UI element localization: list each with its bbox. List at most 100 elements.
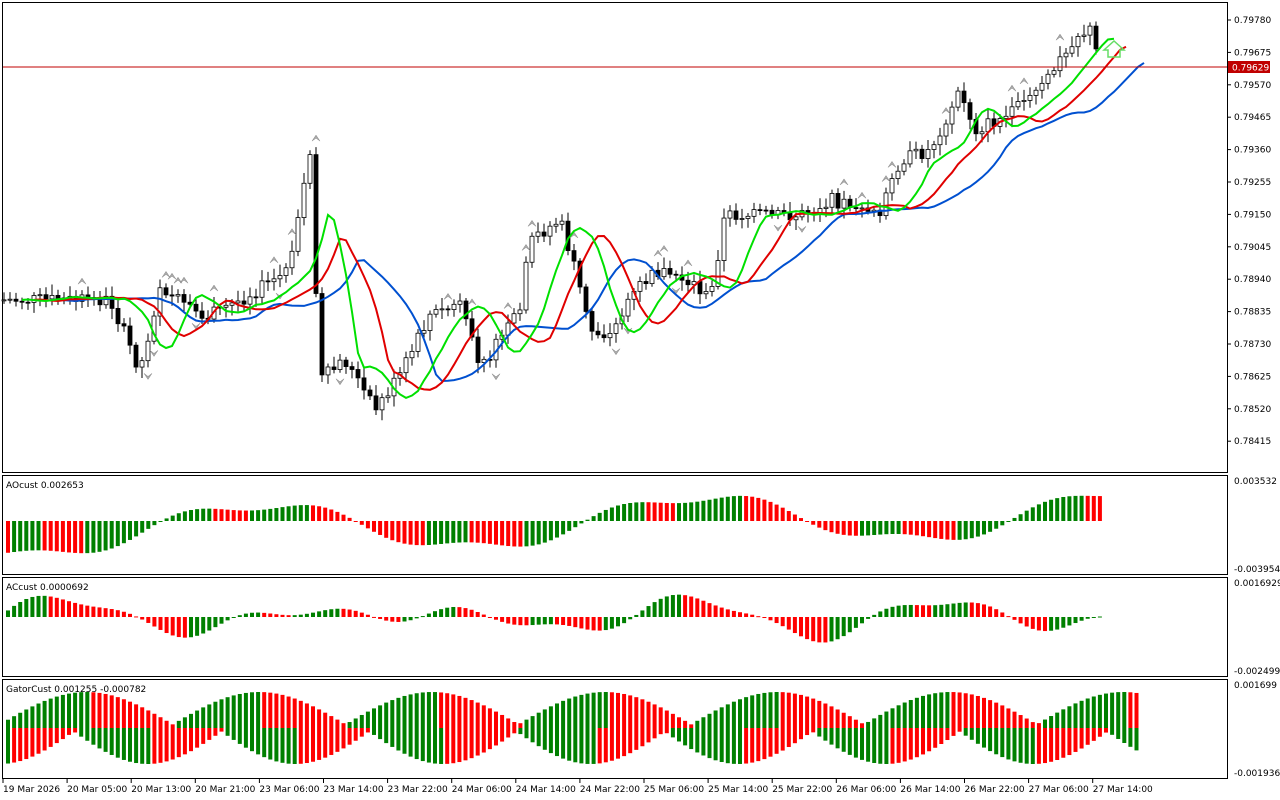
- ac-bar: [182, 617, 187, 638]
- gator-lower-bar: [213, 728, 218, 736]
- gator-lower-bar: [799, 728, 803, 740]
- ac-bar: [311, 612, 315, 617]
- gator-upper-bar: [207, 704, 212, 728]
- ac-bar: [524, 617, 529, 626]
- price-tick-label: 0.78940: [1234, 275, 1271, 285]
- gator-lower-bar: [963, 728, 968, 736]
- gator-upper-bar: [237, 693, 242, 728]
- ac-panel[interactable]: ACcust 0.0000692 0.0016929 -0.0024995: [2, 577, 1280, 678]
- gator-upper-bar: [1000, 705, 1005, 728]
- gator-lower-bar: [298, 728, 303, 764]
- candle-body: [793, 216, 799, 221]
- ac-bar: [231, 617, 236, 618]
- gator-lower-bar: [231, 728, 236, 740]
- gator-upper-bar: [689, 724, 694, 728]
- ao-bar: [561, 521, 566, 535]
- ao-bar: [670, 503, 675, 521]
- ac-bar: [829, 617, 834, 642]
- candle-body: [259, 280, 265, 298]
- ao-bar: [12, 521, 17, 553]
- ac-bar: [1018, 617, 1023, 624]
- gator-upper-bar: [317, 709, 322, 728]
- ao-bar: [914, 521, 919, 536]
- ac-bar: [189, 617, 193, 638]
- ao-bar: [878, 521, 883, 535]
- candlesticks: [1, 21, 1099, 421]
- ac-axis-min: -0.0024995: [1234, 667, 1280, 677]
- gator-lower-bar: [914, 728, 919, 758]
- ao-bar: [97, 521, 102, 552]
- ac-bar: [914, 605, 919, 617]
- gator-upper-bar: [1085, 698, 1090, 728]
- up-arrow-icon: [1102, 39, 1126, 58]
- gator-upper-bar: [738, 699, 742, 728]
- candle-body: [1027, 94, 1033, 101]
- candle-body: [745, 215, 751, 219]
- ac-bar: [707, 603, 712, 617]
- ac-bar: [860, 617, 864, 624]
- gator-lower-bar: [921, 728, 925, 755]
- ao-bar: [1097, 496, 1102, 521]
- price-panel[interactable]: 0.79780 0.79675 0.79570 0.79465 0.79360 0.792…: [1, 2, 1271, 473]
- gator-lower-bar: [506, 728, 511, 738]
- gator-upper-bar: [506, 718, 511, 728]
- gator-lower-bar: [890, 728, 895, 764]
- gator-lower-bar: [1006, 728, 1011, 760]
- gator-upper-bar: [536, 712, 541, 728]
- ac-bar: [506, 617, 511, 624]
- ao-panel[interactable]: AOcust 0.002653 0.003532 -0.003954: [2, 475, 1280, 576]
- gator-lower-bar: [860, 728, 864, 760]
- ac-bar: [158, 617, 163, 630]
- gator-lower-bar: [494, 728, 498, 746]
- candle-body: [757, 209, 763, 212]
- ao-bar: [1012, 517, 1017, 521]
- ac-bar: [792, 617, 797, 634]
- gator-lower-bar: [42, 728, 47, 751]
- candle-body: [931, 144, 937, 150]
- gator-upper-bar: [890, 708, 895, 728]
- fractal-arrow-icon: [683, 259, 693, 267]
- gator-panel[interactable]: GatorCust 0.001255 -0.000782 0.001699 -0…: [2, 679, 1280, 780]
- gator-upper-bar: [591, 692, 596, 728]
- candle-body: [895, 170, 901, 179]
- gator-lower-bar: [1000, 728, 1005, 758]
- ac-bar: [323, 610, 328, 617]
- ao-bar: [573, 521, 578, 528]
- gator-lower-bar: [268, 728, 273, 760]
- ao-bar: [85, 521, 90, 554]
- ac-bar: [866, 617, 871, 619]
- gator-upper-bar: [201, 707, 206, 728]
- candle-body: [325, 366, 331, 376]
- ac-bar: [121, 611, 126, 617]
- candle-body: [127, 325, 133, 346]
- gator-lower-bar: [555, 728, 559, 757]
- ao-bar: [54, 521, 59, 552]
- ao-bar: [304, 505, 309, 521]
- ac-bar: [146, 617, 151, 623]
- candle-body: [241, 300, 247, 305]
- gator-lower-bar: [445, 728, 450, 764]
- gator-lower-bar: [189, 728, 193, 752]
- gator-upper-bar: [719, 707, 724, 728]
- gator-upper-bar: [707, 713, 712, 728]
- gator-upper-bar: [1116, 692, 1121, 728]
- gator-lower-bar: [866, 728, 871, 762]
- ac-bar: [817, 617, 822, 643]
- price-tick-label: 0.79675: [1234, 48, 1271, 58]
- candle-body: [181, 294, 187, 303]
- ac-bar: [768, 617, 773, 621]
- gator-upper-bar: [988, 700, 993, 728]
- ao-bar: [555, 521, 559, 538]
- ao-bar: [115, 521, 120, 547]
- ao-bar: [683, 502, 688, 521]
- ao-bar: [24, 521, 29, 551]
- ac-bar: [969, 602, 974, 617]
- candle-body: [13, 298, 19, 302]
- ao-bar: [725, 496, 730, 521]
- ac-bar: [225, 617, 230, 621]
- ao-bar: [1018, 514, 1023, 521]
- fractal-arrow-icon: [941, 107, 951, 114]
- gator-upper-bar: [219, 699, 224, 728]
- ao-bar: [6, 521, 10, 553]
